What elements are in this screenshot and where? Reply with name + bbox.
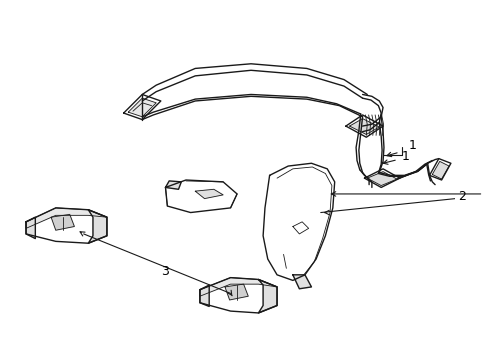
Polygon shape <box>88 210 107 243</box>
Text: 2: 2 <box>457 190 465 203</box>
Polygon shape <box>263 163 334 280</box>
Polygon shape <box>224 284 248 300</box>
Polygon shape <box>128 98 156 117</box>
Polygon shape <box>195 189 223 199</box>
Polygon shape <box>26 208 107 243</box>
Polygon shape <box>364 169 399 188</box>
Polygon shape <box>51 215 74 230</box>
Polygon shape <box>165 180 237 212</box>
Polygon shape <box>200 285 209 306</box>
Polygon shape <box>123 94 161 120</box>
Text: 1: 1 <box>408 139 416 152</box>
Polygon shape <box>200 278 277 313</box>
Polygon shape <box>165 181 181 189</box>
Polygon shape <box>431 161 448 179</box>
Text: 2: 2 <box>487 188 488 201</box>
Text: 3: 3 <box>161 265 169 278</box>
Polygon shape <box>366 172 396 185</box>
Polygon shape <box>26 217 35 239</box>
Polygon shape <box>349 119 379 134</box>
Polygon shape <box>258 279 277 313</box>
Polygon shape <box>428 159 450 180</box>
Polygon shape <box>292 275 311 289</box>
Text: 1: 1 <box>401 150 408 163</box>
Polygon shape <box>26 208 107 228</box>
Polygon shape <box>200 278 277 296</box>
Polygon shape <box>345 115 382 137</box>
